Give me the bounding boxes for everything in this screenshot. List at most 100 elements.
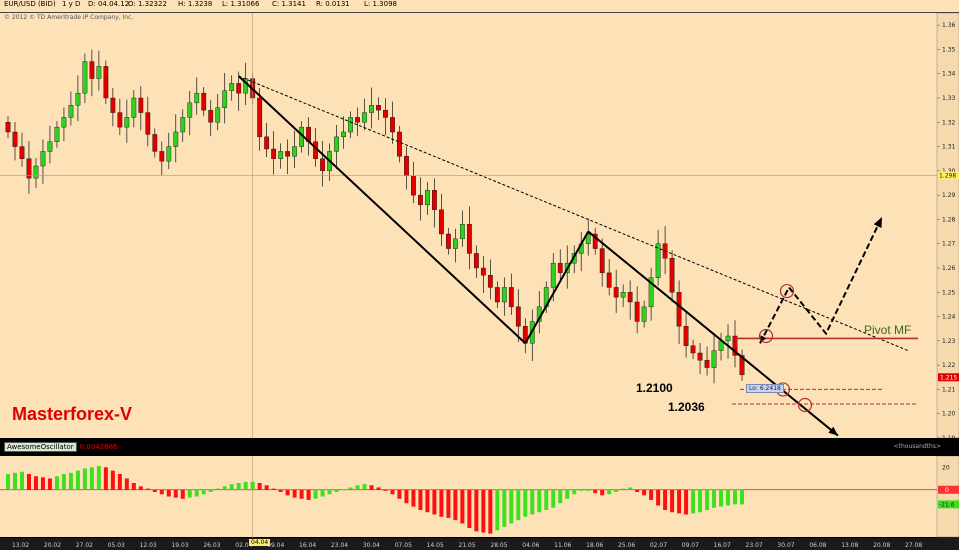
trendline-arrowhead [828,426,838,436]
candle-body [54,126,60,142]
candle-body [271,148,277,159]
oscillator-bar [712,489,717,508]
oscillator-bar [635,489,640,492]
oscillator-bar [82,468,87,490]
oscillator-bar [621,488,626,490]
candle-body [446,233,451,249]
oscillator-bar [593,489,598,494]
oscillator-bar [257,483,262,490]
candle-body [508,287,514,308]
oscillator-bar [348,487,353,490]
oscillator-bar [600,489,605,496]
oscillator-value: 0.0042686 [79,443,118,451]
oscillator-bar [502,489,507,527]
oscillator-bar [236,483,241,490]
time-tick-label: 09.07 [682,542,699,549]
current-price-label: 1.215 [940,374,957,381]
price-tick-label: 1.22 [942,362,956,369]
oscillator-units: <thousandths> [893,443,941,450]
oscillator-bar [103,467,108,490]
candle-body [627,292,633,303]
candle-body [439,209,444,235]
candle-body [110,97,116,113]
candle-body [655,243,661,278]
time-tick-label: 13.08 [841,542,858,549]
time-tick-label: 20.02 [44,542,61,549]
oscillator-bar [376,487,381,490]
trendline-wave-3 [587,230,839,437]
oscillator-bar [726,489,731,506]
candle-body [648,277,654,308]
candle-body [459,224,465,240]
candle-body [515,306,521,327]
oscillator-bar [719,489,724,507]
candle-body [5,122,11,133]
time-tick-label: 06.08 [809,542,826,549]
candle-body [257,97,263,138]
oscillator-bar [271,488,276,490]
time-tick-label: 07.05 [395,542,412,549]
price-tick-label: 1.30 [942,168,956,175]
oscillator-bar [544,489,549,510]
oscillator-value-box [938,500,959,509]
oscillator-label[interactable]: AwesomeOscillator [4,442,77,452]
oscillator-bar [68,472,73,490]
time-tick-label: 18.06 [586,542,603,549]
price-tick-label: 1.31 [942,144,956,151]
candle-body [222,90,228,108]
symbol-label[interactable]: EUR/USD (BID) [4,0,56,8]
candle-body [320,158,325,172]
price-tick-label: 1.33 [942,95,956,102]
oscillator-value-label: -21.6 [939,501,955,508]
time-tick-label: 13.02 [12,542,29,549]
header-low: L: 1.31066 [222,0,260,8]
candle-body [397,131,402,157]
candle-body [418,194,423,206]
oscillator-bar [306,489,311,500]
oscillator-bar [684,489,689,515]
price-tick-label: 1.35 [942,46,956,53]
candle-body [501,287,507,303]
oscillator-bar [649,489,654,500]
trendline-wave-1 [238,75,526,345]
candle-body [592,233,598,249]
header-last: L: 1.3098 [364,0,397,8]
oscillator-bar [243,481,248,490]
time-tick-label: 30.07 [777,542,794,549]
candle-body [425,190,430,206]
header-high: H: 1.3238 [178,0,213,8]
oscillator-bar [677,489,682,514]
oscillator-bar [663,489,668,510]
oscillator-bar [194,489,199,497]
oscillator-bar [467,489,472,528]
candle-body [704,360,710,368]
oscillator-bar [124,478,129,490]
candle-body [96,66,102,79]
oscillator-bar [341,489,346,491]
candle-body [404,156,409,176]
candle-body [466,224,472,254]
timeframe-label[interactable]: 1 y D [62,0,81,8]
time-tick-label: 23.04 [331,542,348,549]
header-date: D: 04.04.12 [88,0,130,8]
candle-body [494,287,500,303]
candle-body [33,165,39,179]
time-tick-label: 02.04 [235,542,252,549]
candle-body [215,107,221,123]
oscillator-bar [131,483,136,490]
oscillator-bar [180,489,185,499]
oscillator-bar [565,489,570,499]
candle-body [40,151,46,167]
time-tick-label: 26.03 [203,542,220,549]
oscillator-bar [418,489,423,510]
candle-body [362,112,367,123]
candle-body [138,97,144,113]
oscillator-bar [404,489,409,504]
copyright: © 2012 © TD Ameritrade IP Company, Inc. [4,14,134,21]
oscillator-bar [628,487,633,490]
oscillator-header: AwesomeOscillator 0.0042686 [4,442,118,453]
oscillator-bar [390,489,395,495]
oscillator-bar [299,489,304,499]
